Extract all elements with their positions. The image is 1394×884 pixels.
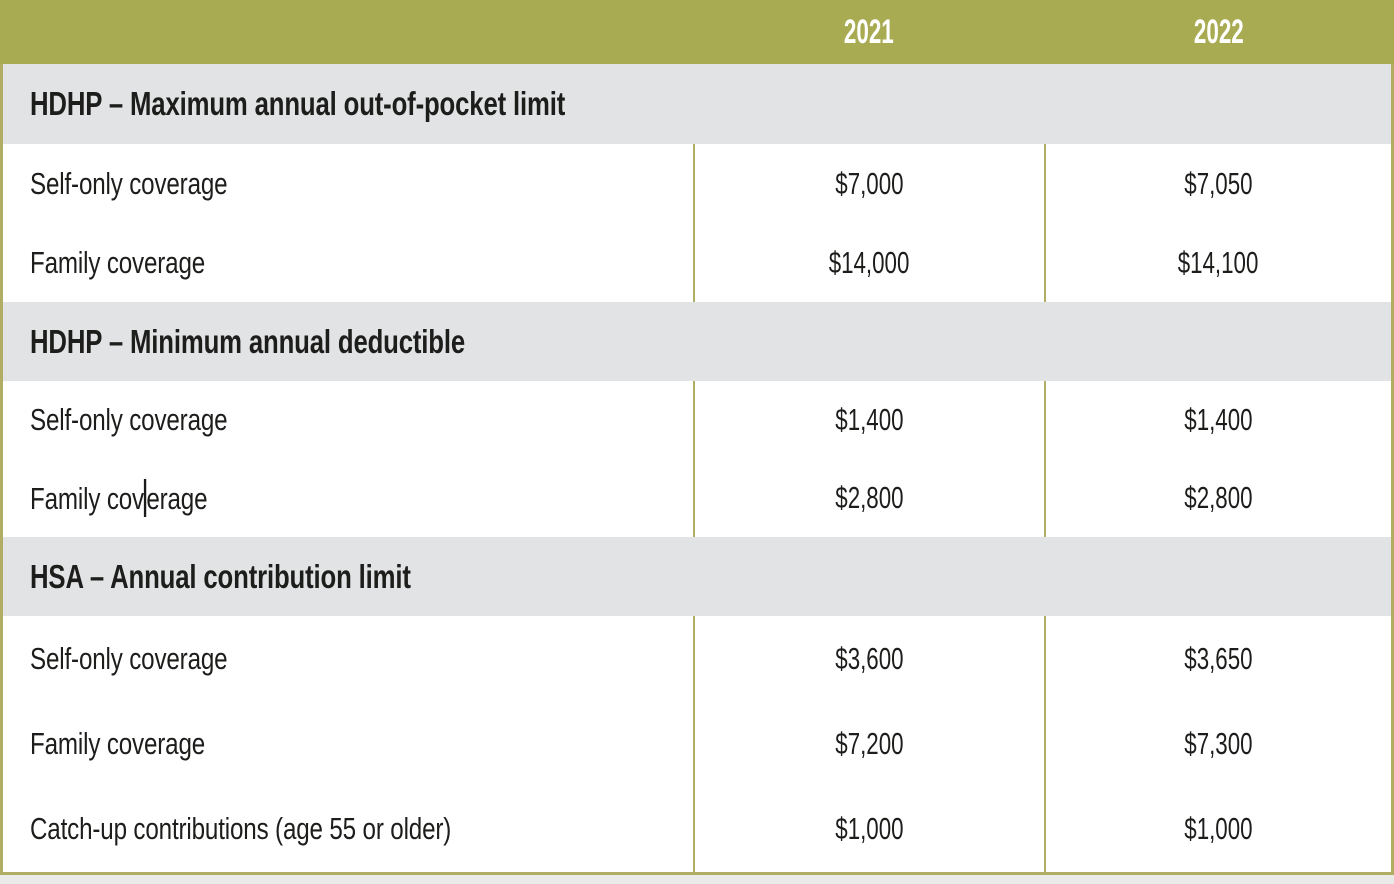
section-title: HDHP – Maximum annual out-of-pocket limi…: [30, 85, 566, 122]
row-label-cell: Self-only coverage: [3, 381, 693, 459]
table-row: Self-only coverage $1,400 $1,400: [3, 381, 1391, 459]
value-2022-cell: $7,300: [1044, 701, 1391, 787]
row-label: Self-only coverage: [30, 165, 228, 201]
row-label: Catch-up contributions (age 55 or older): [30, 811, 452, 847]
value-2022: $3,650: [1184, 640, 1253, 676]
table-row: Family coverage $7,200 $7,300: [3, 701, 1391, 787]
year-header-empty-cell: [0, 0, 693, 64]
text-cursor-caret: [143, 479, 147, 517]
value-2021: $3,600: [835, 640, 904, 676]
table-row: Self-only coverage $3,600 $3,650: [3, 616, 1391, 702]
row-label-after-caret: erage: [146, 481, 208, 516]
year-2022-label: 2022: [1194, 12, 1244, 51]
value-2021: $7,200: [835, 725, 904, 761]
page-margin-strip: [0, 874, 1394, 884]
table-row: Catch-up contributions (age 55 or older)…: [3, 786, 1391, 872]
value-2021-cell: $14,000: [693, 223, 1044, 302]
row-label: Self-only coverage: [30, 402, 228, 437]
value-2021: $14,000: [829, 244, 910, 280]
section-title: HDHP – Minimum annual deductible: [30, 322, 466, 360]
value-2022-cell: $14,100: [1044, 223, 1391, 302]
value-2022-cell: $1,000: [1044, 786, 1391, 872]
value-2021: $1,400: [835, 402, 904, 437]
value-2022: $1,400: [1184, 402, 1253, 437]
value-2022: $2,800: [1184, 480, 1253, 515]
table-row: Family coverage $14,000 $14,100: [3, 223, 1391, 302]
value-2021-cell: $1,000: [693, 786, 1044, 872]
table-row: Self-only coverage $7,000 $7,050: [3, 144, 1391, 223]
value-2022-cell: $1,400: [1044, 381, 1391, 459]
section-body-hdhp-min-deductible: Self-only coverage $1,400 $1,400 Family …: [3, 381, 1391, 537]
section-title: HSA – Annual contribution limit: [30, 557, 411, 595]
row-label: Self-only coverage: [30, 640, 228, 676]
value-2022-cell: $3,650: [1044, 616, 1391, 702]
value-2021-cell: $1,400: [693, 381, 1044, 459]
section-header-hdhp-min-deductible: HDHP – Minimum annual deductible: [3, 302, 1391, 381]
section-header-hsa-contribution-limit: HSA – Annual contribution limit: [3, 537, 1391, 616]
section-body-hdhp-oop-limit: Self-only coverage $7,000 $7,050 Family …: [3, 144, 1391, 302]
value-2021-cell: $7,000: [693, 144, 1044, 223]
year-header-row: 2021 2022: [0, 0, 1394, 64]
section-body-hsa-contribution-limit: Self-only coverage $3,600 $3,650 Family …: [3, 616, 1391, 872]
year-2021-label: 2021: [843, 12, 894, 51]
value-2022-cell: $2,800: [1044, 459, 1391, 537]
value-2022-cell: $7,050: [1044, 144, 1391, 223]
row-label-cell: Family coverage: [3, 701, 693, 786]
value-2022: $1,000: [1184, 811, 1253, 847]
row-label: Family coverage: [30, 725, 206, 761]
value-2022: $14,100: [1178, 244, 1259, 280]
year-header-2021-cell: 2021: [693, 0, 1044, 64]
table-row: Family coverage $2,800 $2,800: [3, 459, 1391, 537]
year-header-2022-cell: 2022: [1044, 0, 1394, 64]
row-label-cell: Family coverage: [3, 223, 693, 302]
value-2021-cell: $3,600: [693, 616, 1044, 702]
row-label-cell-with-caret[interactable]: Family coverage: [3, 459, 693, 537]
value-2021-cell: $2,800: [693, 459, 1044, 537]
value-2022: $7,050: [1184, 165, 1253, 201]
row-label-before-caret: Family cov: [30, 481, 144, 516]
row-label-cell: Self-only coverage: [3, 144, 693, 223]
value-2021: $7,000: [835, 165, 904, 201]
row-label-cell: Self-only coverage: [3, 616, 693, 701]
value-2021: $1,000: [835, 811, 904, 847]
value-2021: $2,800: [835, 480, 904, 515]
value-2021-cell: $7,200: [693, 701, 1044, 787]
row-label: Family coverage: [30, 244, 206, 280]
row-label-cell: Catch-up contributions (age 55 or older): [3, 787, 693, 872]
section-header-hdhp-oop-limit: HDHP – Maximum annual out-of-pocket limi…: [3, 64, 1391, 144]
value-2022: $7,300: [1184, 725, 1253, 761]
